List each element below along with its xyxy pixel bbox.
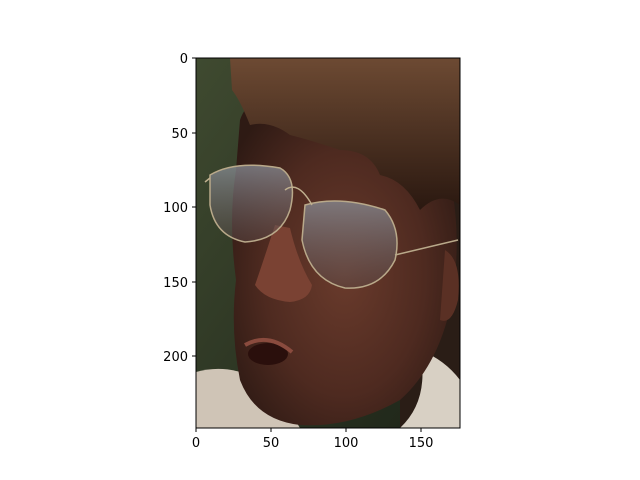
photo-image	[196, 58, 460, 428]
x-tick-label: 100	[334, 436, 359, 451]
axes-frame	[195, 57, 461, 429]
y-tick-label: 150	[163, 276, 188, 291]
y-tick-label: 200	[163, 350, 188, 365]
x-axis: 0 50 100 150	[192, 428, 434, 451]
y-tick-label: 50	[171, 127, 188, 142]
x-tick-label: 50	[263, 436, 280, 451]
y-tick-label: 0	[180, 52, 188, 67]
x-tick-label: 150	[409, 436, 434, 451]
y-axis: 0 50 100 150 200	[163, 52, 196, 365]
y-tick-label: 100	[163, 201, 188, 216]
x-tick-label: 0	[192, 436, 200, 451]
